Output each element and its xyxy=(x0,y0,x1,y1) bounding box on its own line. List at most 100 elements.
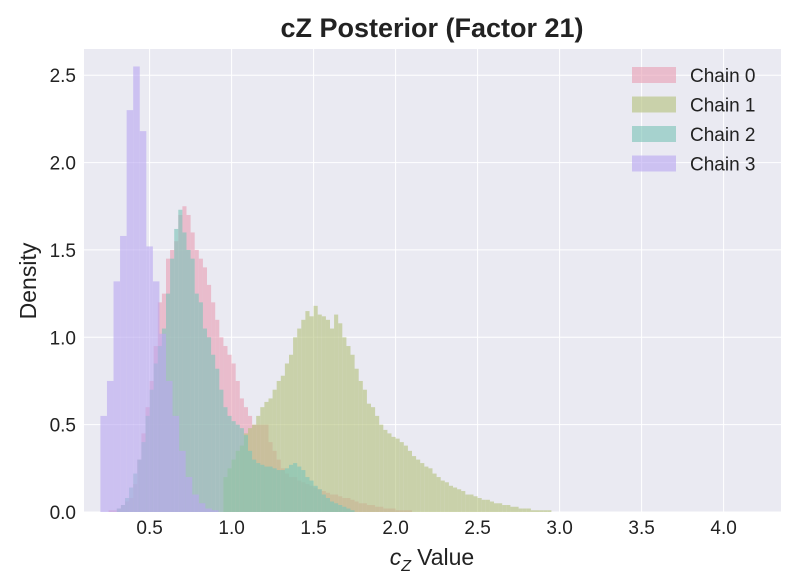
histogram-bar xyxy=(371,407,376,512)
histogram-bar xyxy=(444,482,449,512)
histogram-bar xyxy=(514,506,519,512)
histogram-bar xyxy=(100,415,107,512)
histogram-bar xyxy=(387,433,392,512)
histogram-bar xyxy=(280,375,285,512)
histogram-bar xyxy=(498,503,503,512)
legend-label: Chain 0 xyxy=(690,66,756,87)
histogram-bar xyxy=(334,314,339,512)
x-tick-label: 1.5 xyxy=(300,518,326,539)
histogram-bar xyxy=(301,470,306,512)
histogram-bar xyxy=(424,466,429,512)
histogram-bar xyxy=(211,510,219,512)
histogram-bar xyxy=(126,110,134,512)
histogram-bar xyxy=(301,319,306,512)
histogram-bar xyxy=(248,450,253,512)
histogram-bar xyxy=(194,293,199,512)
y-tick-label: 2.5 xyxy=(50,66,76,87)
histogram-bar xyxy=(547,510,552,512)
histogram-bar xyxy=(284,468,289,512)
histogram-bar xyxy=(260,464,265,512)
legend-swatch xyxy=(632,155,676,172)
histogram-bar xyxy=(366,403,371,512)
chart-title: cZ Posterior (Factor 21) xyxy=(280,13,583,43)
y-tick-label: 1.0 xyxy=(50,328,76,349)
legend-label: Chain 1 xyxy=(690,96,756,117)
histogram-bar xyxy=(159,333,166,512)
y-tick-label: 2.0 xyxy=(50,154,76,175)
histogram-bar xyxy=(309,316,314,512)
histogram-bar xyxy=(539,510,544,512)
histogram-bar xyxy=(510,506,515,512)
histogram-bar xyxy=(338,323,343,512)
histogram-bar xyxy=(428,468,433,512)
histogram-bar xyxy=(325,498,330,512)
histogram-bar xyxy=(231,421,236,512)
histogram-bar xyxy=(543,510,548,512)
histogram-bar xyxy=(383,429,388,512)
x-axis-label-subscript: Z xyxy=(400,558,412,575)
histogram-bar xyxy=(342,506,347,512)
histogram-bar xyxy=(243,435,248,512)
histogram-bar xyxy=(293,337,298,512)
legend-swatch xyxy=(632,96,676,113)
legend-swatch xyxy=(632,67,676,83)
histogram-bar xyxy=(412,456,417,512)
histogram-bar xyxy=(489,501,494,512)
histogram-bar xyxy=(268,398,273,512)
histogram-bar xyxy=(179,450,186,512)
x-tick-label: 3.5 xyxy=(628,518,654,539)
histogram-bar xyxy=(239,428,244,512)
x-axis-label: cZ Value xyxy=(390,544,474,575)
legend: Chain 0 Chain 1 Chain 2 Chain 3 xyxy=(632,66,756,176)
histogram-bar xyxy=(391,436,396,512)
histogram-bar xyxy=(305,477,310,512)
x-tick-label: 2.5 xyxy=(464,518,490,539)
histogram-bar xyxy=(321,316,326,512)
histogram-bar xyxy=(457,489,462,512)
x-tick-label: 2.0 xyxy=(382,518,408,539)
y-tick-label: 0.0 xyxy=(50,503,76,524)
x-tick-labels: 0.5 1.0 1.5 2.0 2.5 3.0 3.5 4.0 xyxy=(136,518,736,539)
histogram-bar xyxy=(276,470,281,512)
histogram-bar xyxy=(215,368,220,512)
y-tick-labels: 0.0 0.5 1.0 1.5 2.0 2.5 xyxy=(50,66,76,524)
histogram-bar xyxy=(280,470,285,512)
histogram-bar xyxy=(235,424,240,512)
histogram-bar xyxy=(207,337,212,512)
histogram-bar xyxy=(133,66,140,513)
histogram-bar xyxy=(448,485,453,512)
histogram-bar xyxy=(530,510,535,512)
histogram-bar xyxy=(139,131,147,512)
histogram-bar xyxy=(453,487,458,512)
histogram-bar xyxy=(223,407,228,512)
histogram-bar xyxy=(535,510,540,512)
histogram-bar xyxy=(330,501,335,512)
x-axis-label-symbol: c xyxy=(390,544,402,570)
histogram-bar xyxy=(219,389,224,512)
histogram-bar xyxy=(202,328,207,512)
legend-swatch xyxy=(632,126,676,142)
histogram-bar xyxy=(440,480,445,512)
histogram-bar xyxy=(293,463,298,512)
histogram-bar xyxy=(461,491,466,512)
legend-label: Chain 2 xyxy=(690,125,756,146)
y-tick-label: 0.5 xyxy=(50,416,76,437)
histogram-bar xyxy=(166,380,173,512)
histogram-bar xyxy=(526,508,531,512)
histogram-bar xyxy=(313,485,318,512)
histogram-bar xyxy=(379,424,384,512)
histogram-bar xyxy=(264,401,269,512)
histogram-bar xyxy=(106,380,114,512)
series-3-bars xyxy=(100,66,219,513)
histogram-bar xyxy=(178,209,183,512)
histogram-bar xyxy=(350,354,355,512)
x-axis-label-text: Value xyxy=(417,544,474,570)
x-tick-label: 1.0 xyxy=(218,518,244,539)
histogram-bar xyxy=(272,389,277,512)
histogram-bar xyxy=(473,496,478,512)
histogram-bar xyxy=(342,337,347,512)
histogram-bar xyxy=(518,508,523,512)
histogram-bar xyxy=(354,368,359,512)
histogram-bar xyxy=(205,508,212,512)
histogram-bar xyxy=(321,494,326,512)
